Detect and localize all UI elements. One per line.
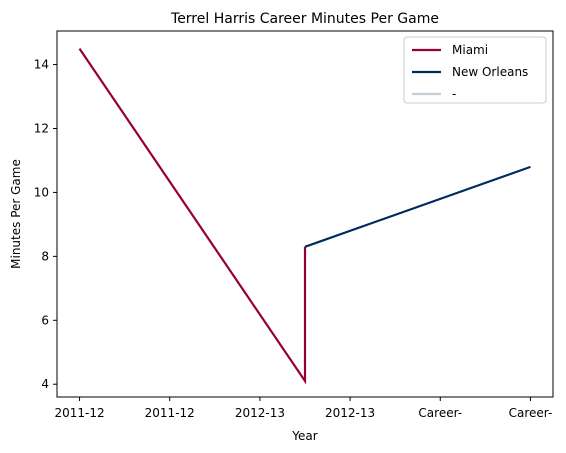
x-tick-label: 2012-13 <box>235 406 285 420</box>
legend-label-1: New Orleans <box>452 65 528 79</box>
y-tick-label: 6 <box>41 313 49 327</box>
legend-label-0: Miami <box>452 43 488 57</box>
legend-box <box>403 36 547 104</box>
series-line-0 <box>78 47 307 385</box>
x-axis-label: Year <box>291 429 317 443</box>
legend-label-2: - <box>452 87 456 101</box>
x-tick-label: Career- <box>509 406 553 420</box>
series-line-1 <box>304 165 531 248</box>
chart-title: Terrel Harris Career Minutes Per Game <box>170 11 439 27</box>
x-tick-label: 2011-12 <box>145 406 195 420</box>
plot-frame <box>56 30 554 398</box>
plot-lines <box>78 47 531 385</box>
y-tick-label: 8 <box>41 249 49 263</box>
y-tick-label: 4 <box>41 377 49 391</box>
y-tick-label: 12 <box>34 121 49 135</box>
y-tick-label: 14 <box>34 58 49 72</box>
x-tick-label: 2011-12 <box>54 406 104 420</box>
y-axis-label: Minutes Per Game <box>9 159 23 269</box>
x-tick-label: 2012-13 <box>325 406 375 420</box>
x-tick-label: Career- <box>418 406 462 420</box>
x-axis: 2011-12 2011-12 2012-13 2012-13 Career- Caree… <box>54 397 552 420</box>
legend: Miami New Orleans - <box>403 36 547 104</box>
y-tick-label: 10 <box>34 185 49 199</box>
y-axis: 4 6 8 10 12 14 <box>34 58 57 391</box>
